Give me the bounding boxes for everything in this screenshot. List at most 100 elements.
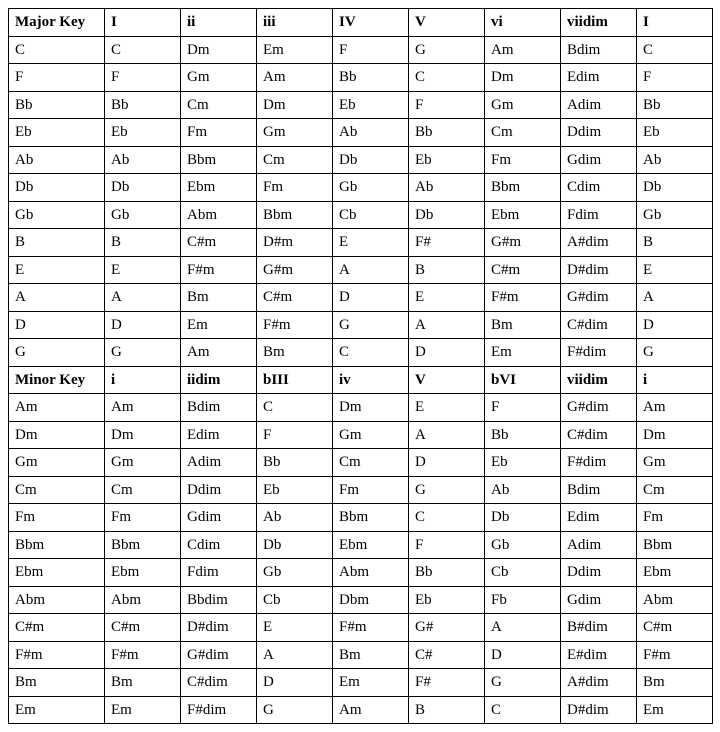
major-row: FFGmAmBbCDmEdimF (9, 64, 713, 92)
major-row: DDEmF#mGABmC#dimD (9, 311, 713, 339)
table-cell: D (485, 641, 561, 669)
table-cell: F#m (637, 641, 713, 669)
table-cell: F# (409, 229, 485, 257)
table-cell: Eb (257, 476, 333, 504)
table-cell: Abm (9, 586, 105, 614)
header-cell: iii (257, 9, 333, 37)
header-cell: Minor Key (9, 366, 105, 394)
table-cell: D#dim (561, 696, 637, 724)
table-cell: Eb (637, 119, 713, 147)
table-cell: B (9, 229, 105, 257)
table-cell: Am (181, 339, 257, 367)
table-cell: Bb (637, 91, 713, 119)
table-cell: B (409, 696, 485, 724)
table-cell: Ebm (105, 559, 181, 587)
table-cell: Am (333, 696, 409, 724)
table-cell: Ab (9, 146, 105, 174)
table-cell: D (333, 284, 409, 312)
header-cell: iidim (181, 366, 257, 394)
table-cell: Bm (637, 669, 713, 697)
table-cell: B (105, 229, 181, 257)
table-cell: Gdim (181, 504, 257, 532)
header-cell: bIII (257, 366, 333, 394)
table-cell: Fdim (181, 559, 257, 587)
table-cell: Bm (257, 339, 333, 367)
table-cell: Gb (9, 201, 105, 229)
header-cell: I (105, 9, 181, 37)
header-cell: IV (333, 9, 409, 37)
major-header-row: Major KeyIiiiiiIVVviviidimI (9, 9, 713, 37)
table-cell: Gm (257, 119, 333, 147)
table-cell: Ddim (561, 119, 637, 147)
table-cell: Bbm (637, 531, 713, 559)
table-cell: F (409, 91, 485, 119)
table-cell: F#m (485, 284, 561, 312)
table-cell: C#dim (181, 669, 257, 697)
table-cell: Bbdim (181, 586, 257, 614)
table-cell: Bb (333, 64, 409, 92)
major-row: BBC#mD#mEF#G#mA#dimB (9, 229, 713, 257)
table-cell: A (333, 256, 409, 284)
table-cell: C (485, 696, 561, 724)
table-cell: Fb (485, 586, 561, 614)
minor-row: BmBmC#dimDEmF#GA#dimBm (9, 669, 713, 697)
table-cell: Bb (105, 91, 181, 119)
table-cell: Em (257, 36, 333, 64)
table-cell: Ebm (637, 559, 713, 587)
table-cell: D (637, 311, 713, 339)
table-cell: Eb (105, 119, 181, 147)
table-cell: Gb (105, 201, 181, 229)
table-cell: Db (9, 174, 105, 202)
table-cell: Dm (105, 421, 181, 449)
major-row: GGAmBmCDEmF#dimG (9, 339, 713, 367)
table-cell: Cm (9, 476, 105, 504)
table-cell: F#m (257, 311, 333, 339)
table-cell: G (637, 339, 713, 367)
table-cell: Bdim (561, 36, 637, 64)
table-cell: Gdim (561, 586, 637, 614)
table-cell: Am (637, 394, 713, 422)
header-cell: iv (333, 366, 409, 394)
table-cell: Fm (257, 174, 333, 202)
table-cell: Fm (181, 119, 257, 147)
table-cell: F (9, 64, 105, 92)
minor-row: BbmBbmCdimDbEbmFGbAdimBbm (9, 531, 713, 559)
table-cell: C (409, 64, 485, 92)
table-cell: F#dim (561, 449, 637, 477)
table-cell: Fm (9, 504, 105, 532)
table-cell: Cdim (561, 174, 637, 202)
table-cell: Eb (409, 586, 485, 614)
table-cell: F (637, 64, 713, 92)
header-cell: V (409, 9, 485, 37)
minor-row: F#mF#mG#dimABmC#DE#dimF#m (9, 641, 713, 669)
table-cell: Bm (333, 641, 409, 669)
table-cell: Cm (257, 146, 333, 174)
major-row: CCDmEmFGAmBdimC (9, 36, 713, 64)
table-cell: Gb (333, 174, 409, 202)
table-cell: Abm (105, 586, 181, 614)
table-cell: Cm (333, 449, 409, 477)
table-cell: F#dim (561, 339, 637, 367)
header-cell: V (409, 366, 485, 394)
table-cell: C#m (485, 256, 561, 284)
minor-row: DmDmEdimFGmABbC#dimDm (9, 421, 713, 449)
table-cell: Em (333, 669, 409, 697)
table-cell: Fm (105, 504, 181, 532)
table-cell: E (409, 284, 485, 312)
table-cell: Dm (637, 421, 713, 449)
table-cell: Dm (333, 394, 409, 422)
table-cell: Abm (637, 586, 713, 614)
table-cell: Eb (409, 146, 485, 174)
table-cell: Bbm (333, 504, 409, 532)
table-cell: Ab (409, 174, 485, 202)
table-cell: G#m (257, 256, 333, 284)
table-cell: Cm (105, 476, 181, 504)
table-cell: Bbm (9, 531, 105, 559)
header-cell: vi (485, 9, 561, 37)
table-cell: Cm (637, 476, 713, 504)
header-cell: bVI (485, 366, 561, 394)
table-cell: F# (409, 669, 485, 697)
table-cell: Gm (105, 449, 181, 477)
table-cell: C (409, 504, 485, 532)
table-cell: Bdim (181, 394, 257, 422)
